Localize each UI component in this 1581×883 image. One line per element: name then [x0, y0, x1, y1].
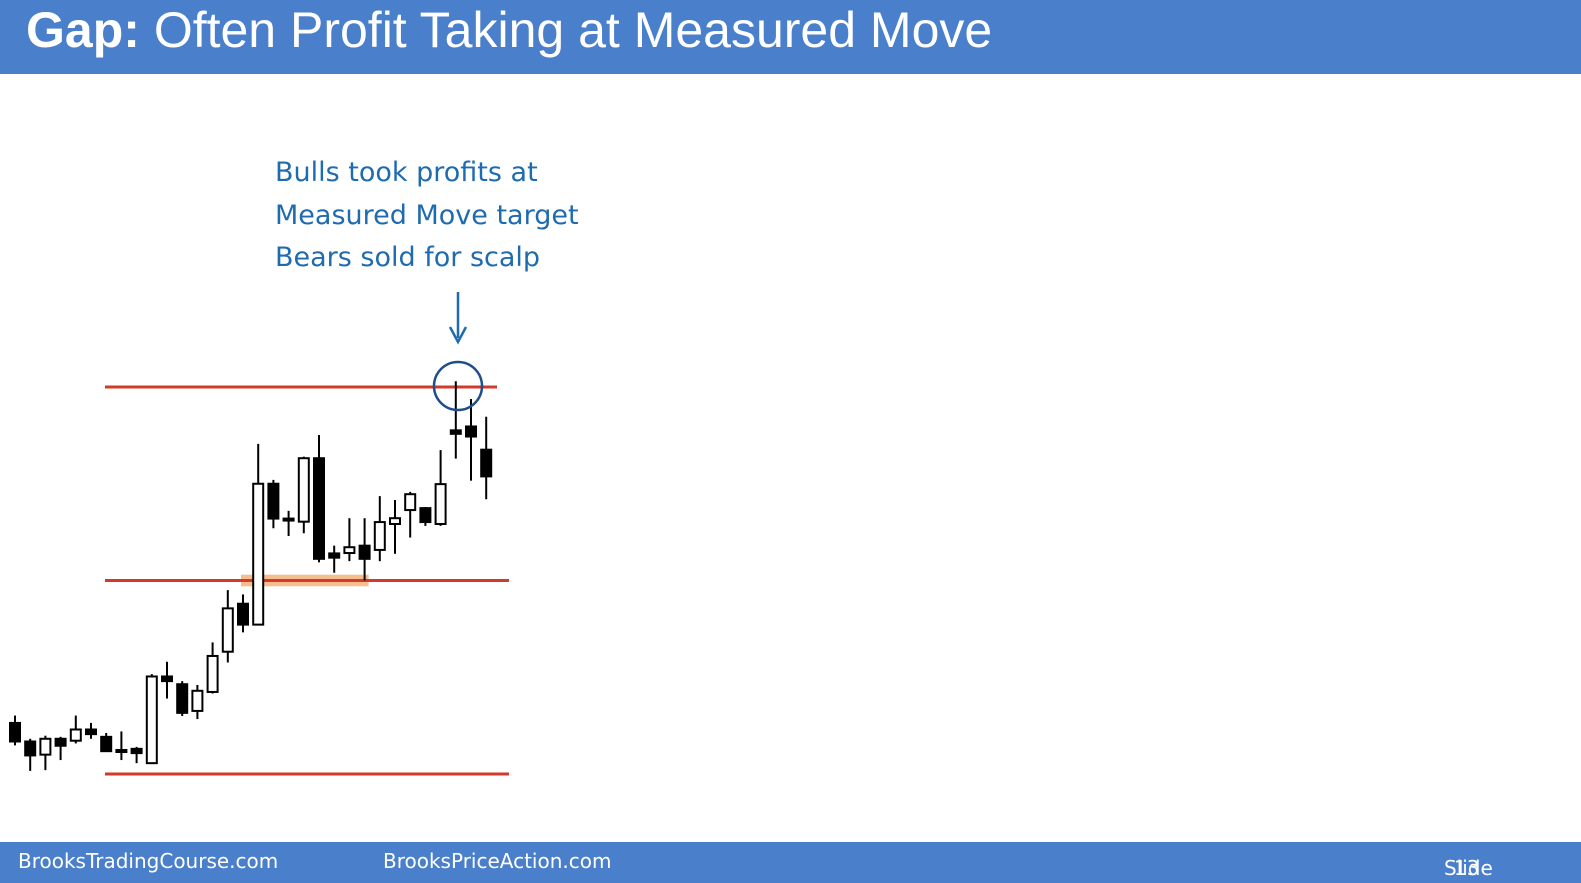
candle-bear: [9, 721, 21, 743]
candle-bull: [252, 482, 265, 626]
candle-bear: [419, 507, 432, 524]
candle-bull: [282, 517, 295, 522]
footer-bar: BrooksTradingCourse.com BrooksPriceActio…: [0, 842, 1581, 883]
annotation-line-1: Bulls took profits at: [275, 157, 538, 188]
candle-bull: [221, 607, 234, 653]
title-bar: Gap: Often Profit Taking at Measured Mov…: [0, 0, 1581, 74]
candle-bear: [100, 735, 113, 753]
candle-bull: [69, 728, 82, 742]
candle-bull: [373, 521, 386, 551]
candle-bull: [297, 457, 310, 523]
footer-link-brooks-trading-course[interactable]: BrooksTradingCourse.com: [18, 849, 279, 873]
candle-bear: [237, 602, 249, 626]
candle-bear: [24, 740, 37, 757]
candle-bear: [176, 683, 189, 714]
title-bold: Gap:: [26, 2, 140, 58]
candle-bear: [267, 482, 280, 520]
candle-bear: [328, 552, 341, 559]
slide-number: 13: [1454, 856, 1480, 880]
candle-bear: [161, 675, 173, 683]
annotation-text: Bulls took profits at Measured Move targ…: [275, 152, 579, 280]
footer-link-brooks-price-action[interactable]: BrooksPriceAction.com: [383, 849, 612, 873]
candle-bull: [206, 654, 219, 693]
highlight-circle: [432, 360, 484, 412]
candle-bear: [130, 747, 143, 755]
slide-title: Gap: Often Profit Taking at Measured Mov…: [26, 0, 992, 60]
candle-bear: [465, 425, 477, 438]
candle-bull: [389, 517, 401, 525]
candle-bull: [115, 749, 128, 754]
candle-bear: [313, 457, 325, 560]
candle-bear: [85, 728, 97, 736]
candle-bear: [358, 544, 371, 560]
candle-bull: [343, 546, 356, 555]
candle-bull: [39, 737, 52, 756]
annotation-line-3: Bears sold for scalp: [275, 242, 541, 273]
slide-label: Slide: [1444, 856, 1493, 880]
candle-bull: [145, 675, 158, 765]
candle-bear: [449, 429, 462, 435]
title-rest: Often Profit Taking at Measured Move: [153, 2, 993, 58]
candle-bull: [434, 483, 447, 525]
arrow-head: [448, 326, 468, 345]
candle-bull: [191, 689, 204, 712]
candle-bear: [480, 448, 493, 478]
candle-bull: [404, 493, 417, 512]
annotation-line-2: Measured Move target: [275, 199, 579, 231]
candle-bear: [54, 737, 67, 747]
